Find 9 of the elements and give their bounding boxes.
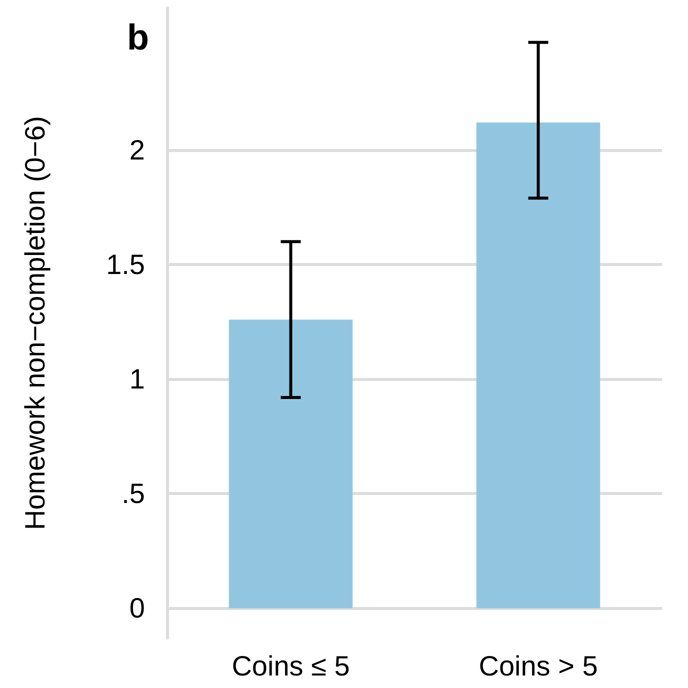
y-tick-label: 0 [129,592,145,624]
x-tick-label: Coins > 5 [478,650,598,682]
y-axis-title: Homework non−completion (0−6) [20,116,50,530]
y-tick-label: .5 [122,478,145,510]
chart-title: b [127,16,149,58]
y-tick-label: 1.5 [106,249,145,280]
y-tick-label: 2 [129,134,145,166]
x-tick-label: Coins ≤ 5 [232,650,350,682]
y-tick-label: 1 [129,364,145,395]
